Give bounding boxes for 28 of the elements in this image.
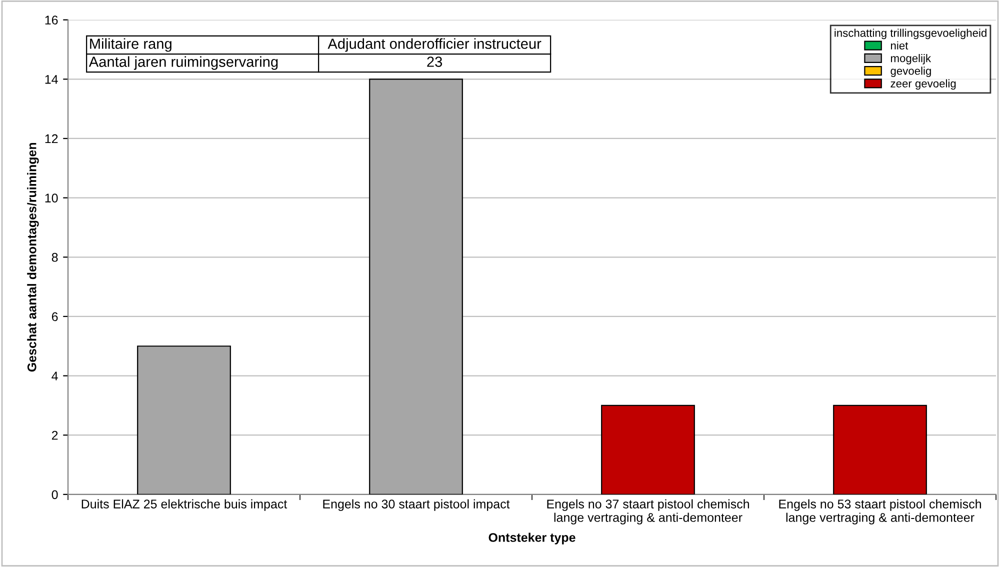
x-tick-label: Duits ElAZ 25 elektrische buis impact <box>82 499 288 511</box>
y-axis-title: Geschat aantal demontages/ruimingen <box>27 142 39 372</box>
x-tick-label: Engels no 53 staart pistool chemisch lange vertraging & anti-demonteer <box>779 499 981 524</box>
legend-label: mogelijk <box>891 54 932 64</box>
bar <box>369 78 463 494</box>
bar <box>137 346 231 494</box>
x-axis-title: Ontsteker type <box>488 532 576 544</box>
bar <box>833 404 927 494</box>
y-tick-label: 14 <box>45 75 58 84</box>
y-tick-label: 16 <box>45 16 58 24</box>
y-tick-label: 4 <box>52 372 58 380</box>
legend-label: gevoelig <box>890 66 931 78</box>
y-tick-label: 10 <box>45 194 58 202</box>
x-tick-label: Engels no 37 staart pistool chemisch lange vertraging & anti-demonteer <box>547 499 749 524</box>
legend-title: inschatting trillingsgevoeligheid <box>834 28 986 40</box>
x-tick-label: Engels no 30 staart pistool impact <box>323 499 510 511</box>
legend-label: zeer gevoelig <box>890 79 956 90</box>
y-tick-label: 0 <box>52 490 58 500</box>
annotation: Adjudant onderofficier instructeur <box>328 38 542 52</box>
y-tick-label: 6 <box>52 312 58 322</box>
annotation: Aantal jaren ruimingservaring <box>88 56 278 70</box>
y-tick-label: 2 <box>52 430 58 440</box>
annotation: Militaire rang <box>90 38 172 52</box>
bar <box>601 404 695 494</box>
legend-label: niet <box>891 41 908 50</box>
y-tick-label: 12 <box>45 134 58 144</box>
y-tick-label: 8 <box>52 252 58 262</box>
annotation: 23 <box>427 56 442 67</box>
